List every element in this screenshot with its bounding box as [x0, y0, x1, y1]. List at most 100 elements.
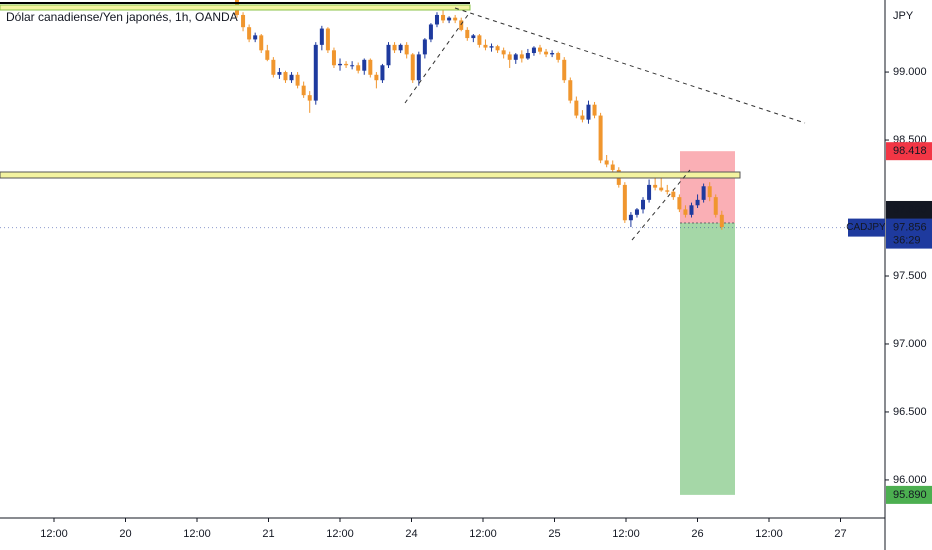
candle-body [550, 53, 555, 55]
candle-body [447, 17, 452, 21]
candle-body [659, 187, 664, 191]
entry-label: 97.890 [893, 204, 927, 216]
symbol-box [848, 218, 885, 237]
x-tick-label: 12:00 [469, 528, 497, 540]
candle-body [628, 214, 633, 221]
candle-body [483, 44, 488, 48]
candle-body [301, 85, 306, 96]
candle-body [592, 104, 597, 116]
candle-body [271, 59, 276, 75]
candle-body [677, 197, 682, 210]
x-tick-label: 12:00 [183, 528, 211, 540]
candle-body [525, 53, 530, 59]
candle-body [465, 29, 470, 39]
x-tick-label: 12:00 [40, 528, 68, 540]
candle-body [701, 186, 706, 200]
candle-body [507, 54, 512, 60]
candle-body [259, 35, 264, 51]
candle-body [653, 184, 658, 188]
stop-zone [680, 151, 735, 223]
x-tick-label: 25 [548, 528, 560, 540]
x-tick-label: 12:00 [612, 528, 640, 540]
candle-body [325, 28, 330, 51]
target-label-box [886, 485, 932, 504]
candle-body [580, 115, 585, 120]
last-price-box [886, 218, 932, 249]
candle-body [604, 160, 609, 165]
candle-body [241, 14, 246, 28]
candle-body [647, 184, 652, 200]
y-tick-label: 97.000 [893, 338, 927, 350]
candle-body [501, 50, 506, 55]
candle-body [519, 54, 524, 59]
candle-body [489, 46, 494, 48]
candle-body [713, 197, 718, 215]
candle-body [586, 104, 591, 120]
y-tick-label: 96.000 [893, 474, 927, 486]
candle-body [598, 115, 603, 161]
candle-body [422, 39, 427, 55]
candle-body [247, 27, 252, 40]
candle-body [428, 24, 433, 40]
candle-body [434, 14, 439, 25]
candle-body [331, 50, 336, 66]
candle-body [531, 47, 536, 54]
candle-body [404, 44, 409, 55]
candle-body [356, 65, 361, 71]
candle-body [344, 63, 349, 66]
candle-body [338, 63, 343, 66]
candle-body [283, 72, 288, 81]
x-tick-label: 21 [262, 528, 274, 540]
candle-body [683, 209, 688, 215]
stop-label-box [886, 142, 932, 161]
candle-body [707, 186, 712, 198]
candle-body [313, 44, 318, 101]
candle-body [392, 44, 397, 51]
candle-body [253, 35, 258, 40]
candle-body [622, 184, 627, 221]
candle-body [368, 59, 373, 75]
candle-body [319, 28, 324, 45]
candle-body [459, 20, 464, 30]
candle-body [556, 53, 561, 60]
target-label: 95.890 [893, 489, 927, 501]
candle-body [374, 74, 379, 81]
candle-body [513, 54, 518, 60]
candle-body [495, 46, 500, 51]
candle-body [416, 54, 421, 81]
chart-title: Dólar canadiense/Yen japonés, 1h, OANDA [6, 10, 238, 24]
y-tick-label: 97.500 [893, 270, 927, 282]
plot-area [0, 0, 885, 495]
candle-body [398, 44, 403, 51]
candle-body [568, 80, 573, 101]
candle-body [544, 51, 549, 55]
candle-body [289, 74, 294, 81]
candle-body [380, 65, 385, 81]
candle-body [634, 209, 639, 215]
candle-body [453, 17, 458, 21]
candle-body [265, 50, 270, 60]
x-tick-label: 26 [691, 528, 703, 540]
stop-label: 98.418 [893, 145, 927, 157]
candle-body [719, 214, 724, 228]
candle-body [477, 35, 482, 45]
candle-body [538, 47, 542, 52]
candle-body [671, 191, 676, 198]
resistance-zone [0, 4, 471, 11]
candle-body [350, 65, 355, 67]
x-tick-label: 20 [119, 528, 131, 540]
candle-body [689, 205, 694, 215]
support-zone [0, 171, 741, 179]
channel-line [631, 169, 691, 241]
x-tick-label: 12:00 [755, 528, 783, 540]
channel-line [404, 11, 471, 104]
trend-line [454, 7, 806, 124]
y-tick-label: 96.500 [893, 406, 927, 418]
currency-label: JPY [893, 10, 914, 22]
candle-body [441, 14, 446, 21]
candle-body [386, 44, 391, 66]
entry-label-box [886, 200, 932, 219]
x-tick-label: 12:00 [326, 528, 354, 540]
